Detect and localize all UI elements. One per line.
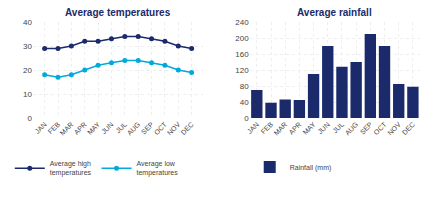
svg-text:Rainfall (mm): Rainfall (mm) <box>290 164 332 172</box>
svg-text:MAY: MAY <box>86 121 102 137</box>
svg-text:40: 40 <box>240 98 249 107</box>
svg-text:APR: APR <box>287 121 302 136</box>
svg-text:OCT: OCT <box>372 120 388 136</box>
svg-text:JAN: JAN <box>246 121 260 135</box>
svg-text:FEB: FEB <box>47 121 62 136</box>
svg-text:MAR: MAR <box>59 121 75 137</box>
svg-text:10: 10 <box>23 90 32 99</box>
svg-text:JUL: JUL <box>114 121 128 135</box>
svg-text:240: 240 <box>235 18 249 27</box>
svg-text:40: 40 <box>23 18 32 27</box>
svg-text:Average hightemperatures: Average hightemperatures <box>50 160 92 177</box>
svg-text:SEP: SEP <box>359 121 374 136</box>
svg-text:200: 200 <box>235 34 249 43</box>
svg-text:OCT: OCT <box>153 120 169 136</box>
svg-text:MAY: MAY <box>301 121 317 137</box>
svg-text:SEP: SEP <box>140 121 155 136</box>
svg-text:20: 20 <box>23 66 32 75</box>
svg-text:120: 120 <box>235 66 249 75</box>
svg-text:160: 160 <box>235 50 249 59</box>
svg-text:0: 0 <box>28 114 33 123</box>
svg-text:DEC: DEC <box>401 121 416 136</box>
svg-text:JUL: JUL <box>331 121 345 135</box>
svg-text:0: 0 <box>244 114 249 123</box>
svg-text:JAN: JAN <box>34 121 48 135</box>
svg-text:30: 30 <box>23 42 32 51</box>
svg-text:DEC: DEC <box>179 121 194 136</box>
svg-text:JUN: JUN <box>100 121 115 136</box>
svg-text:Average temperatures: Average temperatures <box>65 7 171 18</box>
svg-text:80: 80 <box>240 82 249 91</box>
svg-text:MAR: MAR <box>272 121 288 137</box>
svg-text:FEB: FEB <box>260 121 275 136</box>
svg-text:NOV: NOV <box>166 121 182 137</box>
svg-text:AUG: AUG <box>126 121 142 137</box>
svg-text:AUG: AUG <box>344 121 360 137</box>
svg-text:Average rainfall: Average rainfall <box>297 7 372 18</box>
svg-text:NOV: NOV <box>386 121 402 137</box>
svg-text:Average lowtemperatures: Average lowtemperatures <box>137 160 179 177</box>
svg-text:JUN: JUN <box>316 121 331 136</box>
svg-text:APR: APR <box>73 121 88 136</box>
